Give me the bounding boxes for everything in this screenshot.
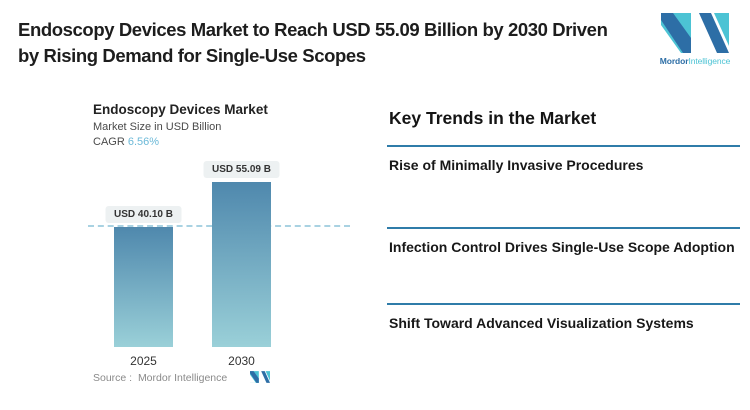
chart-title: Endoscopy Devices Market [93,102,268,117]
trend-item-infection-control: Infection Control Drives Single-Use Scop… [387,227,740,303]
bar-2030: USD 55.09 B 2030 [203,161,280,368]
source-brand-mini-logo [250,370,270,388]
brand-logo: MordorIntelligence [659,13,731,66]
bar-chart: USD 40.10 B 2025 USD 55.09 B 2030 [88,161,350,368]
source-attribution: Source : Mordor Intelligence [93,372,228,384]
page-title: Endoscopy Devices Market to Reach USD 55… [18,17,608,69]
bar-2030-axis-label: 2030 [228,354,255,368]
chart-cagr: CAGR 6.56% [93,136,268,148]
page-title-line-1: Endoscopy Devices Market to Reach USD 55… [18,19,608,40]
cagr-label: CAGR [93,136,125,148]
brand-name-secondary: Intelligence [688,56,731,66]
brand-wordmark: MordorIntelligence [659,56,731,66]
brand-name-primary: Mordor [659,56,689,66]
trend-item-minimally-invasive: Rise of Minimally Invasive Procedures [387,145,740,227]
page-title-line-2: by Rising Demand for Single-Use Scopes [18,45,366,66]
chart-header: Endoscopy Devices Market Market Size in … [93,102,268,148]
cagr-value: 6.56% [127,136,160,148]
mordor-m-logo-icon [661,13,729,53]
bar-2025-axis-label: 2025 [130,354,157,368]
bar-2030-value-label: USD 55.09 B [203,161,280,178]
chart-subtitle: Market Size in USD Billion [93,121,222,133]
mordor-m-logo-icon-small [250,371,270,383]
trend-item-visualization: Shift Toward Advanced Visualization Syst… [387,303,740,333]
bar-2025: USD 40.10 B 2025 [105,206,182,368]
bar-2025-value-label: USD 40.10 B [105,206,182,223]
key-trends-panel: Key Trends in the Market Rise of Minimal… [387,108,740,333]
key-trends-heading: Key Trends in the Market [389,108,597,128]
